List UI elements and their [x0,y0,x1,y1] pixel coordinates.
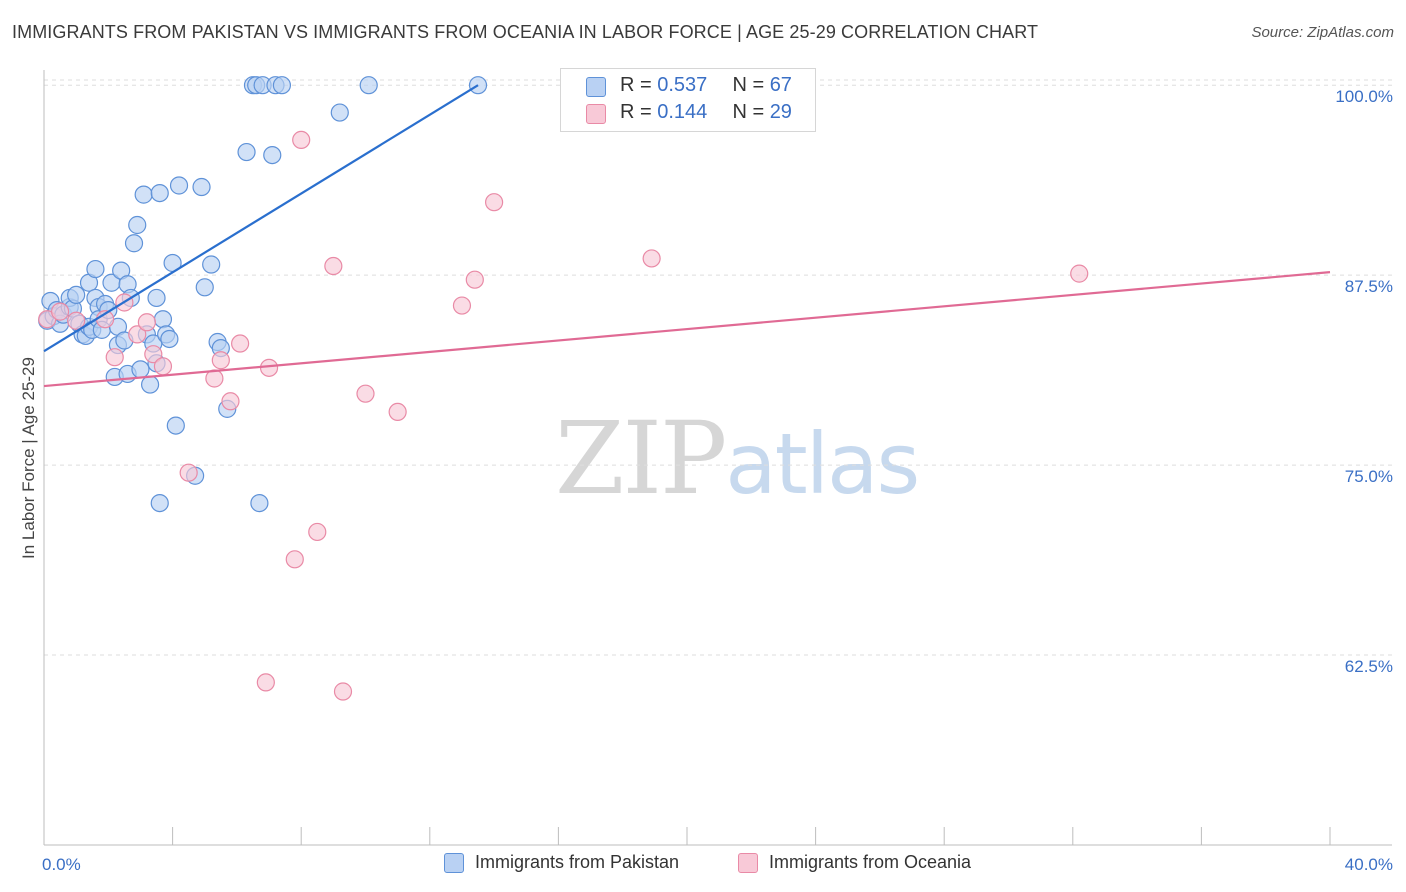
point-oceania [259,358,279,377]
legend-n-label: N = [732,74,765,96]
trend-line-pakistan [43,84,479,353]
point-oceania [137,313,156,332]
point-pakistan [272,76,292,95]
y-tick-label: 100.0% [1335,87,1393,106]
bottom-legend-label-pakistan: Immigrants from Pakistan [475,852,680,872]
point-oceania [256,673,275,692]
legend-r-value-oceania: 0.144 [657,101,708,123]
watermark-atlas: atlas [725,415,920,513]
legend-r-label: R = [620,101,652,123]
trend-line-oceania [43,271,1331,388]
point-oceania [452,296,472,315]
point-oceania [285,550,304,569]
point-oceania [128,325,147,344]
point-oceania [1070,264,1089,283]
point-pakistan [166,416,185,435]
point-pakistan [150,183,169,203]
point-pakistan [160,329,179,349]
y-tick-label: 87.5% [1345,277,1393,296]
point-oceania [144,345,163,364]
point-pakistan [128,215,147,235]
legend-n-label: N = [732,101,765,123]
zipatlas-watermark: ZIPatlas [555,400,920,517]
point-oceania [153,357,173,376]
point-pakistan [134,185,153,204]
point-oceania [388,402,407,422]
point-oceania [356,384,375,403]
y-tick-label: 75.0% [1345,467,1393,486]
legend-r-label: R = [620,74,652,96]
point-pakistan [250,493,269,513]
point-oceania [465,270,484,289]
point-oceania [308,522,327,542]
x-tick-label: 40.0% [1345,855,1393,874]
bottom-legend-swatch-oceania [738,853,758,873]
point-oceania [292,130,311,150]
legend-n-value-pakistan: 67 [769,74,792,96]
watermark-zip: ZIP [555,400,727,517]
point-pakistan [86,259,105,279]
legend-swatch-pakistan [586,77,606,97]
point-pakistan [195,278,214,297]
point-pakistan [192,177,211,197]
bottom-legend-label-oceania: Immigrants from Oceania [769,852,972,872]
point-pakistan [202,255,221,274]
point-oceania [211,351,230,370]
legend-n-value-oceania: 29 [769,101,792,123]
series [38,76,1089,701]
point-pakistan [150,493,169,513]
y-tick-label: 62.5% [1345,657,1393,676]
point-oceania [179,463,198,482]
point-oceania [485,193,504,212]
point-pakistan [147,288,166,308]
axis-labels: 62.5% 75.0% 87.5% 100.0% 0.0% 40.0% In Labor F… [19,87,1393,874]
point-pakistan [124,234,144,253]
point-pakistan [330,103,349,122]
point-pakistan [140,375,160,394]
point-pakistan [263,145,282,165]
point-pakistan [237,142,256,162]
point-oceania [67,311,86,330]
point-oceania [642,249,661,268]
point-oceania [221,392,240,411]
point-pakistan [67,285,86,305]
source-label: Source: ZipAtlas.com [1251,24,1394,41]
y-axis-title: In Labor Force | Age 25-29 [19,357,38,559]
legend-swatch-oceania [586,104,606,124]
correlation-legend: R = 0.537 N = 67 R = 0.144 N = 29 [560,68,816,132]
chart-title: IMMIGRANTS FROM PAKISTAN VS IMMIGRANTS F… [12,22,1039,42]
x-tick-label: 0.0% [42,855,81,874]
point-pakistan [359,76,378,95]
point-pakistan [153,310,173,329]
trend-lines [43,84,1331,388]
point-pakistan [169,176,189,195]
bottom-legend-swatch-pakistan [444,853,464,873]
point-oceania [333,682,353,701]
point-pakistan [131,360,150,379]
axes [43,70,1392,846]
point-oceania [50,302,70,321]
legend-r-value-pakistan: 0.537 [657,74,708,96]
point-oceania [105,348,124,367]
point-oceania [324,256,343,276]
point-oceania [231,334,250,353]
